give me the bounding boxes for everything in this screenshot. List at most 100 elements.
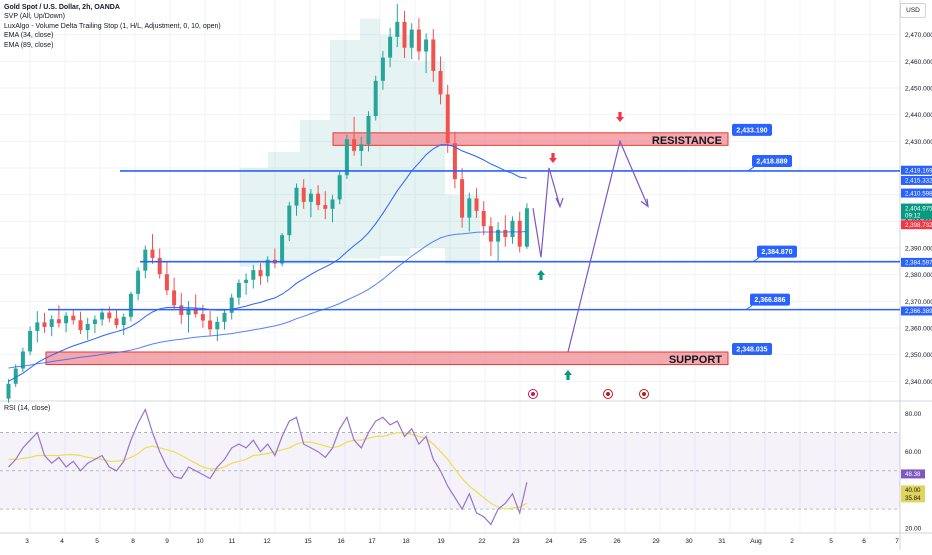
candle-body [13, 368, 18, 384]
event-icon-dot [531, 392, 535, 396]
candle-body [236, 282, 241, 298]
rsi-axis-label: 60.00 [905, 449, 922, 456]
candle-body [172, 290, 177, 306]
price-axis-label: 2,360.000 [905, 326, 932, 333]
chart-legend: Gold Spot / U.S. Dollar, 2h, OANDA SVP (… [4, 3, 221, 50]
price-axis-label: 2,340.000 [905, 379, 932, 386]
candle-body [107, 312, 112, 319]
candle-body [6, 383, 11, 399]
candle-body [467, 198, 472, 218]
candle-body [359, 144, 364, 151]
price-axis-badge [901, 203, 932, 220]
time-axis-label: 7 [895, 538, 899, 545]
candle-body [496, 229, 501, 242]
price-axis-badge [901, 165, 932, 175]
price-axis-label: 2,440.000 [905, 112, 932, 119]
candle-body [229, 297, 234, 313]
price-axis-badge-text: 2,404.975 [905, 205, 932, 212]
rsi-value-text: 35.84 [905, 495, 921, 502]
candle-body [380, 57, 385, 81]
time-axis-label: 5 [829, 538, 833, 545]
resistance-label: RESISTANCE [652, 135, 722, 147]
candle-body [402, 21, 407, 48]
price-axis-label: 2,470.000 [905, 32, 932, 39]
rsi-legend[interactable]: RSI (14, close) [4, 405, 51, 412]
projection-arrowhead [640, 198, 649, 208]
legend-symbol[interactable]: Gold Spot / U.S. Dollar, 2h, OANDA [4, 4, 120, 11]
price-axis-badge-text: 2,384.597 [905, 260, 932, 267]
price-axis-badge [901, 175, 932, 185]
down-arrow-icon [616, 112, 624, 122]
candle-body [517, 220, 522, 247]
legend-indicator-ema89[interactable]: EMA (89, close) [4, 41, 54, 49]
candle-body [64, 315, 69, 324]
candle-body [481, 210, 486, 227]
candle-body [136, 270, 141, 294]
rsi-value-badge [901, 493, 925, 503]
price-axis-label: 2,380.000 [905, 272, 932, 279]
candle-body [287, 205, 292, 236]
candle-body [280, 235, 285, 264]
time-axis-label: 5 [95, 538, 99, 545]
candle-body [265, 259, 270, 277]
time-axis-label: 24 [545, 538, 553, 545]
candle-body [186, 308, 191, 315]
resistance-price-badge [732, 123, 772, 136]
candle-body [71, 315, 76, 321]
candle-body [510, 220, 515, 238]
rsi-value-badge [901, 485, 925, 495]
price-axis-badge-text: 2,366.389 [905, 308, 932, 315]
price-axis-label: 2,350.000 [905, 352, 932, 359]
candle-body [251, 270, 256, 280]
time-axis-label: 31 [718, 538, 726, 545]
rsi-axis-label: 80.00 [905, 411, 922, 418]
projection-path-long [567, 139, 649, 353]
time-axis-label: 12 [263, 538, 271, 545]
rsi-ma-line [8, 432, 528, 510]
candle-body [20, 351, 25, 369]
time-axis-label: 2 [790, 538, 794, 545]
candle-body [337, 175, 342, 200]
ema-34-line [8, 144, 527, 382]
legend-indicator-luxalgo[interactable]: LuxAlgo - Volume Delta Trailing Stop (1,… [4, 22, 221, 30]
candle-body [445, 94, 450, 144]
rsi-value-badge [901, 469, 925, 479]
projection-path-short [532, 167, 561, 258]
rsi-axis-label: 20.00 [905, 526, 922, 533]
candle-body [150, 249, 155, 258]
time-axis-label: 23 [512, 538, 520, 545]
candle-body [128, 293, 133, 317]
time-axis-label: 9 [165, 538, 169, 545]
time-axis-label: 16 [337, 538, 345, 545]
candle-body [222, 312, 227, 322]
candle-body [424, 39, 429, 52]
candle-body [208, 320, 213, 330]
candle-body [373, 80, 378, 116]
level-price-text: 2,418.889 [756, 158, 787, 165]
time-axis-label: 25 [579, 538, 587, 545]
time-axis-label: 17 [368, 538, 376, 545]
candle-body [344, 139, 349, 176]
price-axis-badge-text: 2,419.169 [905, 167, 932, 174]
candle-body [100, 312, 105, 320]
price-axis-label: 2,450.000 [905, 86, 932, 93]
candle-body [452, 143, 457, 180]
legend-indicator-ema34[interactable]: EMA (34, close) [4, 32, 54, 40]
support-label: SUPPORT [669, 354, 722, 366]
candle-body [56, 319, 61, 324]
candle-body [114, 318, 119, 326]
candle-body [157, 257, 162, 275]
candle-body [524, 208, 529, 247]
candle-body [28, 330, 33, 352]
currency-button[interactable]: USD [900, 3, 926, 18]
candle-body [49, 319, 54, 327]
support-zone [45, 351, 729, 366]
candle-body [294, 187, 299, 206]
legend-indicator-svp[interactable]: SVP (All, Up/Down) [4, 13, 65, 21]
price-axis-badge-text: 2,398.732 [905, 222, 932, 229]
rsi-value-text: 40.00 [905, 487, 921, 494]
resistance-zone [332, 132, 729, 146]
down-arrow-icon [549, 153, 557, 163]
